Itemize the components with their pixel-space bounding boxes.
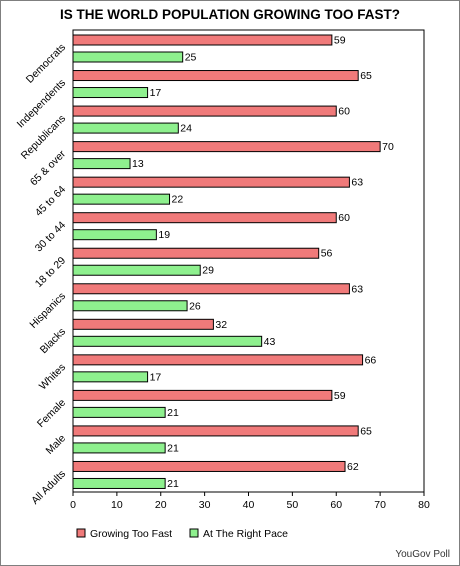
data-label: 70 [382,141,394,153]
category-label-male: Male [44,432,69,457]
data-label: 66 [365,354,377,366]
bar-growing-too-fast-30-to-44 [72,212,337,224]
data-label: 65 [360,70,372,82]
legend-swatch-at-the-right-pace [189,528,199,538]
bar-at-the-right-pace-hispanics [72,300,188,312]
data-label: 43 [264,336,276,348]
data-label: 29 [202,265,214,277]
bar-at-the-right-pace-30-to-44 [72,229,157,241]
data-label: 59 [334,390,346,402]
data-label: 62 [347,461,359,473]
legend-label-at-the-right-pace: At The Right Pace [203,528,288,540]
x-tick-label: 30 [199,499,211,511]
bar-at-the-right-pace-45-to-64 [72,193,171,205]
bar-at-the-right-pace-independents [72,87,149,99]
bar-at-the-right-pace-blacks [72,335,263,347]
category-label-blacks: Blacks [38,326,68,356]
x-tick-label: 20 [155,499,167,511]
bar-growing-too-fast-18-to-29 [72,247,320,259]
bar-growing-too-fast-blacks [72,318,214,330]
data-label: 17 [150,371,162,383]
bar-growing-too-fast-independents [72,70,359,82]
plot-area [72,29,425,493]
bar-at-the-right-pace-republicans [72,122,179,134]
legend-swatch-growing-too-fast [76,528,86,538]
bar-at-the-right-pace-whites [72,371,149,383]
bar-growing-too-fast-whites [72,354,364,366]
bar-at-the-right-pace-all-adults [72,477,166,489]
category-label-all-adults: All Adults [29,468,68,507]
x-tick-label: 0 [70,499,76,511]
data-label: 56 [321,248,333,260]
bar-growing-too-fast-all-adults [72,460,346,472]
bar-growing-too-fast-democrats [72,34,333,46]
bar-at-the-right-pace-male [72,442,166,454]
data-label: 22 [172,194,184,206]
data-label: 63 [351,177,363,189]
bar-at-the-right-pace-democrats [72,51,184,63]
data-label: 25 [185,52,197,64]
x-tick-label: 10 [111,499,123,511]
x-tick-label: 70 [374,499,386,511]
category-label-hispanics: Hispanics [27,290,68,331]
bar-growing-too-fast-female [72,389,333,401]
bar-at-the-right-pace-65-over [72,158,131,170]
category-label-female: Female [35,397,68,430]
data-label: 26 [189,300,201,312]
data-label: 59 [334,35,346,47]
data-label: 65 [360,425,372,437]
bar-at-the-right-pace-18-to-29 [72,264,201,276]
category-label-whites: Whites [37,361,68,392]
data-label: 13 [132,158,144,170]
data-label: 21 [167,478,179,490]
data-label: 17 [150,87,162,99]
x-tick-label: 50 [287,499,299,511]
data-label: 60 [338,106,350,118]
x-tick-label: 80 [418,499,430,511]
bar-at-the-right-pace-female [72,406,166,418]
data-label: 21 [167,442,179,454]
category-label-30-to-44: 30 to 44 [33,219,68,254]
x-tick-label: 60 [330,499,342,511]
data-label: 21 [167,407,179,419]
bar-growing-too-fast-hispanics [72,283,350,295]
category-label-18-to-29: 18 to 29 [33,255,68,290]
chart-title: IS THE WORLD POPULATION GROWING TOO FAST… [60,7,400,22]
bar-growing-too-fast-republicans [72,105,337,117]
source-credit: YouGov Poll [395,549,450,560]
data-label: 32 [215,319,227,331]
legend-label-growing-too-fast: Growing Too Fast [90,528,172,540]
data-label: 24 [180,123,192,135]
bar-growing-too-fast-male [72,425,359,437]
bar-growing-too-fast-45-to-64 [72,176,350,188]
x-tick-label: 40 [243,499,255,511]
category-label-45-to-64: 45 to 64 [33,183,68,218]
bar-growing-too-fast-65-over [72,141,381,153]
data-label: 19 [158,229,170,241]
data-label: 63 [351,283,363,295]
data-label: 60 [338,212,350,224]
